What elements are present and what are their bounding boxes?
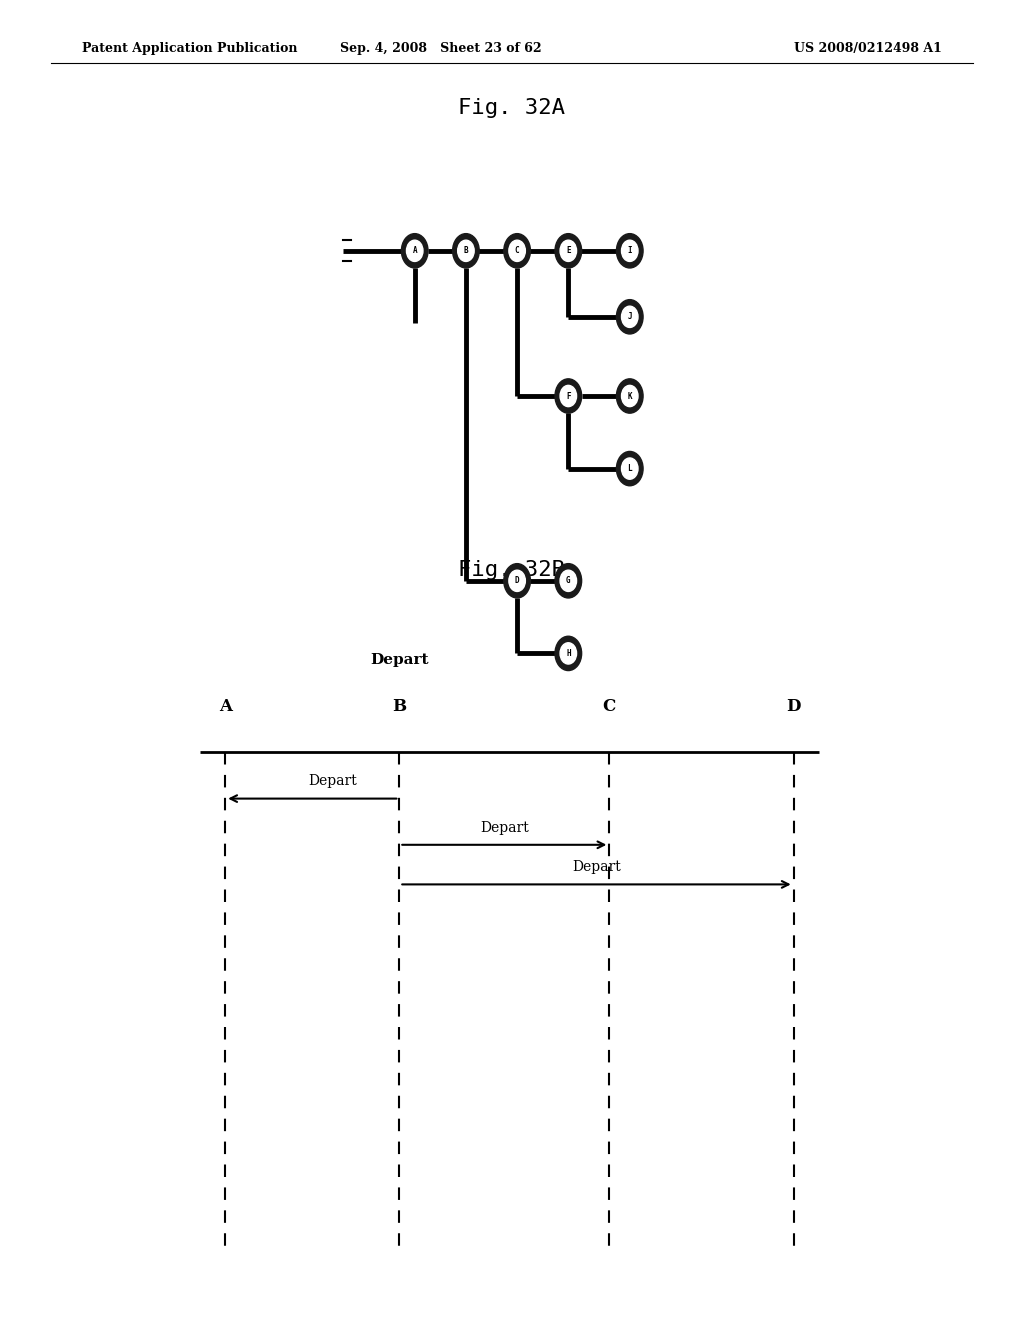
Circle shape (622, 385, 638, 407)
Circle shape (622, 306, 638, 327)
Text: US 2008/0212498 A1: US 2008/0212498 A1 (795, 42, 942, 55)
Text: E: E (566, 247, 570, 255)
Text: Fig. 32A: Fig. 32A (459, 98, 565, 119)
Circle shape (401, 234, 428, 268)
Circle shape (504, 564, 530, 598)
Text: I: I (628, 247, 632, 255)
Text: B: B (392, 698, 407, 714)
Circle shape (560, 240, 577, 261)
Circle shape (560, 570, 577, 591)
Text: D: D (786, 698, 801, 714)
Circle shape (453, 234, 479, 268)
Text: C: C (515, 247, 519, 255)
Circle shape (622, 458, 638, 479)
Circle shape (555, 379, 582, 413)
Text: Depart: Depart (480, 821, 528, 834)
Circle shape (509, 570, 525, 591)
Circle shape (555, 636, 582, 671)
Text: Patent Application Publication: Patent Application Publication (82, 42, 297, 55)
Text: D: D (515, 577, 519, 585)
Circle shape (616, 234, 643, 268)
Text: Sep. 4, 2008   Sheet 23 of 62: Sep. 4, 2008 Sheet 23 of 62 (340, 42, 541, 55)
Circle shape (509, 240, 525, 261)
Circle shape (504, 234, 530, 268)
Circle shape (616, 451, 643, 486)
Circle shape (555, 564, 582, 598)
Circle shape (622, 240, 638, 261)
Text: J: J (628, 313, 632, 321)
Circle shape (458, 240, 474, 261)
Circle shape (560, 643, 577, 664)
Text: B: B (464, 247, 468, 255)
Text: A: A (219, 698, 231, 714)
Circle shape (555, 234, 582, 268)
Circle shape (407, 240, 423, 261)
Text: Depart: Depart (572, 861, 621, 874)
Text: Depart: Depart (308, 775, 357, 788)
Text: G: G (566, 577, 570, 585)
Text: Fig. 32B: Fig. 32B (459, 560, 565, 581)
Circle shape (616, 379, 643, 413)
Text: Depart: Depart (370, 653, 429, 667)
Circle shape (616, 300, 643, 334)
Text: F: F (566, 392, 570, 400)
Text: L: L (628, 465, 632, 473)
Circle shape (560, 385, 577, 407)
Text: H: H (566, 649, 570, 657)
Text: A: A (413, 247, 417, 255)
Text: C: C (603, 698, 615, 714)
Text: K: K (628, 392, 632, 400)
